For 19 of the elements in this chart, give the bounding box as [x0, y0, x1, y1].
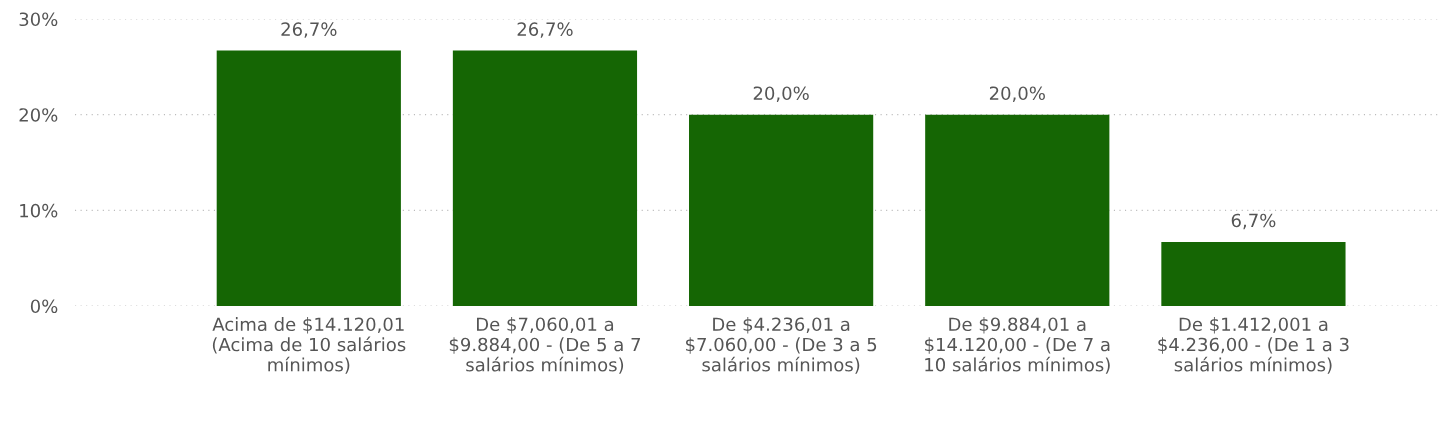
bar — [1161, 241, 1346, 306]
x-tick-label: De $9.884,01 a $14.120,00 - (De 7 a 10 salários mínimos) — [925, 317, 1110, 374]
x-tick-label: De $1.412,001 a $4.236,00 - (De 1 a 3 salários mínimos) — [1158, 317, 1349, 374]
data-label: 20,0% — [989, 86, 1045, 102]
data-label: 6,7% — [1231, 213, 1276, 230]
x-tick-label: De $7,060,01 a $9.884,00 - (De 5 a 7 salários mínimos) — [449, 317, 641, 374]
x-tick-label: De $4.236,01 a $7.060,00 - (De 3 a 5 salários mínimos) — [686, 317, 877, 374]
data-label: 26,7% — [281, 22, 337, 38]
bar — [689, 114, 874, 306]
y-tick-label: 20% — [19, 108, 58, 122]
data-label: 26,7% — [517, 22, 573, 38]
data-label: 20,0% — [753, 86, 809, 102]
x-tick-label: Acima de $14.120,01 (Acima de 10 salários mínimos) — [212, 317, 406, 374]
y-tick-label: 10% — [20, 203, 58, 218]
bar — [452, 50, 638, 306]
y-tick-label: 0% — [30, 299, 58, 314]
bar — [216, 50, 401, 306]
bar — [925, 114, 1110, 306]
y-tick-label: 30% — [19, 12, 58, 27]
